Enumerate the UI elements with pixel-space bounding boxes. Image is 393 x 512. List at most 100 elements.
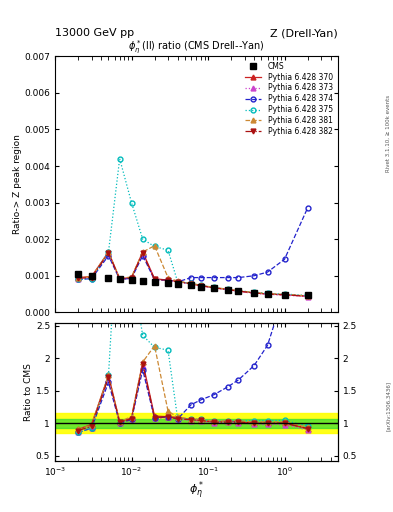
Pythia 6.428 370 (152, 275, 157, 282)
Pythia 6.428 370 (265, 291, 270, 297)
Pythia 6.428 375 (140, 236, 145, 242)
Pythia 6.428 382 (265, 291, 270, 297)
Pythia 6.428 374 (152, 276, 157, 283)
Pythia 6.428 370 (305, 293, 310, 300)
Text: Z (Drell-Yan): Z (Drell-Yan) (270, 28, 338, 38)
Pythia 6.428 373 (198, 283, 203, 289)
Y-axis label: Ratio-> Z peak region: Ratio-> Z peak region (13, 134, 22, 234)
CMS (166, 280, 171, 286)
Pythia 6.428 370 (282, 292, 287, 298)
CMS (106, 274, 111, 281)
Pythia 6.428 374 (212, 274, 217, 281)
Pythia 6.428 375 (166, 247, 171, 253)
Text: 13000 GeV pp: 13000 GeV pp (55, 28, 134, 38)
Pythia 6.428 373 (76, 276, 81, 283)
Pythia 6.428 374 (89, 275, 94, 282)
Pythia 6.428 373 (175, 279, 180, 285)
CMS (76, 271, 81, 277)
Pythia 6.428 370 (175, 278, 180, 284)
CMS (282, 292, 287, 298)
Line: Pythia 6.428 374: Pythia 6.428 374 (75, 206, 310, 284)
CMS (152, 279, 157, 285)
Pythia 6.428 382 (89, 274, 94, 281)
Pythia 6.428 373 (129, 275, 134, 282)
CMS (198, 284, 203, 290)
Pythia 6.428 382 (305, 293, 310, 300)
Pythia 6.428 382 (252, 290, 256, 296)
Pythia 6.428 382 (129, 275, 134, 281)
Pythia 6.428 374 (175, 279, 180, 285)
Pythia 6.428 375 (152, 243, 157, 249)
Pythia 6.428 373 (212, 285, 217, 291)
Pythia 6.428 374 (140, 252, 145, 259)
Pythia 6.428 381 (305, 293, 310, 299)
Pythia 6.428 375 (175, 279, 180, 285)
Pythia 6.428 370 (252, 290, 256, 296)
Pythia 6.428 381 (189, 281, 193, 287)
Pythia 6.428 373 (252, 290, 256, 296)
Pythia 6.428 373 (189, 281, 193, 287)
Pythia 6.428 375 (212, 284, 217, 290)
Pythia 6.428 381 (117, 275, 122, 282)
Pythia 6.428 382 (152, 276, 157, 283)
Pythia 6.428 375 (89, 275, 94, 282)
Line: Pythia 6.428 370: Pythia 6.428 370 (75, 249, 310, 298)
Pythia 6.428 375 (76, 276, 81, 283)
Line: Pythia 6.428 375: Pythia 6.428 375 (75, 156, 310, 298)
Line: Pythia 6.428 381: Pythia 6.428 381 (75, 243, 310, 298)
Pythia 6.428 373 (140, 251, 145, 257)
Pythia 6.428 381 (129, 274, 134, 280)
Pythia 6.428 370 (89, 273, 94, 280)
Text: Rivet 3.1.10, ≥ 100k events: Rivet 3.1.10, ≥ 100k events (386, 95, 391, 172)
Pythia 6.428 382 (175, 279, 180, 285)
Pythia 6.428 370 (117, 275, 122, 282)
Pythia 6.428 381 (152, 243, 157, 249)
Pythia 6.428 381 (282, 291, 287, 297)
CMS (225, 287, 230, 293)
CMS (189, 282, 193, 288)
Pythia 6.428 374 (189, 274, 193, 281)
Pythia 6.428 373 (282, 292, 287, 298)
Pythia 6.428 382 (282, 292, 287, 298)
Legend: CMS, Pythia 6.428 370, Pythia 6.428 373, Pythia 6.428 374, Pythia 6.428 375, Pyt: CMS, Pythia 6.428 370, Pythia 6.428 373,… (242, 58, 336, 139)
Pythia 6.428 381 (76, 274, 81, 281)
Pythia 6.428 375 (198, 282, 203, 288)
Pythia 6.428 370 (189, 281, 193, 287)
Pythia 6.428 370 (236, 288, 241, 294)
CMS (252, 290, 256, 296)
Pythia 6.428 382 (212, 285, 217, 291)
Pythia 6.428 375 (265, 290, 270, 296)
Pythia 6.428 370 (140, 249, 145, 255)
Pythia 6.428 375 (236, 288, 241, 294)
Pythia 6.428 374 (305, 205, 310, 211)
Pythia 6.428 375 (252, 289, 256, 295)
Pythia 6.428 381 (225, 286, 230, 292)
CMS (236, 288, 241, 294)
Pythia 6.428 374 (198, 274, 203, 281)
Pythia 6.428 375 (225, 286, 230, 292)
Pythia 6.428 381 (265, 291, 270, 297)
Pythia 6.428 373 (106, 251, 111, 257)
Line: Pythia 6.428 382: Pythia 6.428 382 (75, 251, 310, 298)
Pythia 6.428 373 (89, 275, 94, 282)
Pythia 6.428 374 (166, 277, 171, 283)
CMS (140, 278, 145, 284)
Pythia 6.428 382 (225, 287, 230, 293)
Pythia 6.428 381 (212, 284, 217, 290)
Pythia 6.428 381 (198, 282, 203, 288)
X-axis label: $\phi^*_{\eta}$: $\phi^*_{\eta}$ (189, 479, 204, 502)
Pythia 6.428 374 (282, 256, 287, 262)
Pythia 6.428 374 (117, 276, 122, 283)
Pythia 6.428 382 (76, 275, 81, 282)
Title: $\phi^*_{\eta}$(ll) ratio (CMS Drell--Yan): $\phi^*_{\eta}$(ll) ratio (CMS Drell--Ya… (128, 39, 265, 56)
Pythia 6.428 374 (76, 276, 81, 283)
Pythia 6.428 382 (117, 276, 122, 282)
Y-axis label: Ratio to CMS: Ratio to CMS (24, 362, 33, 421)
Pythia 6.428 373 (117, 276, 122, 283)
CMS (305, 292, 310, 298)
CMS (117, 276, 122, 283)
Pythia 6.428 370 (76, 274, 81, 281)
Pythia 6.428 370 (129, 274, 134, 281)
Pythia 6.428 382 (106, 250, 111, 256)
Pythia 6.428 370 (166, 277, 171, 283)
